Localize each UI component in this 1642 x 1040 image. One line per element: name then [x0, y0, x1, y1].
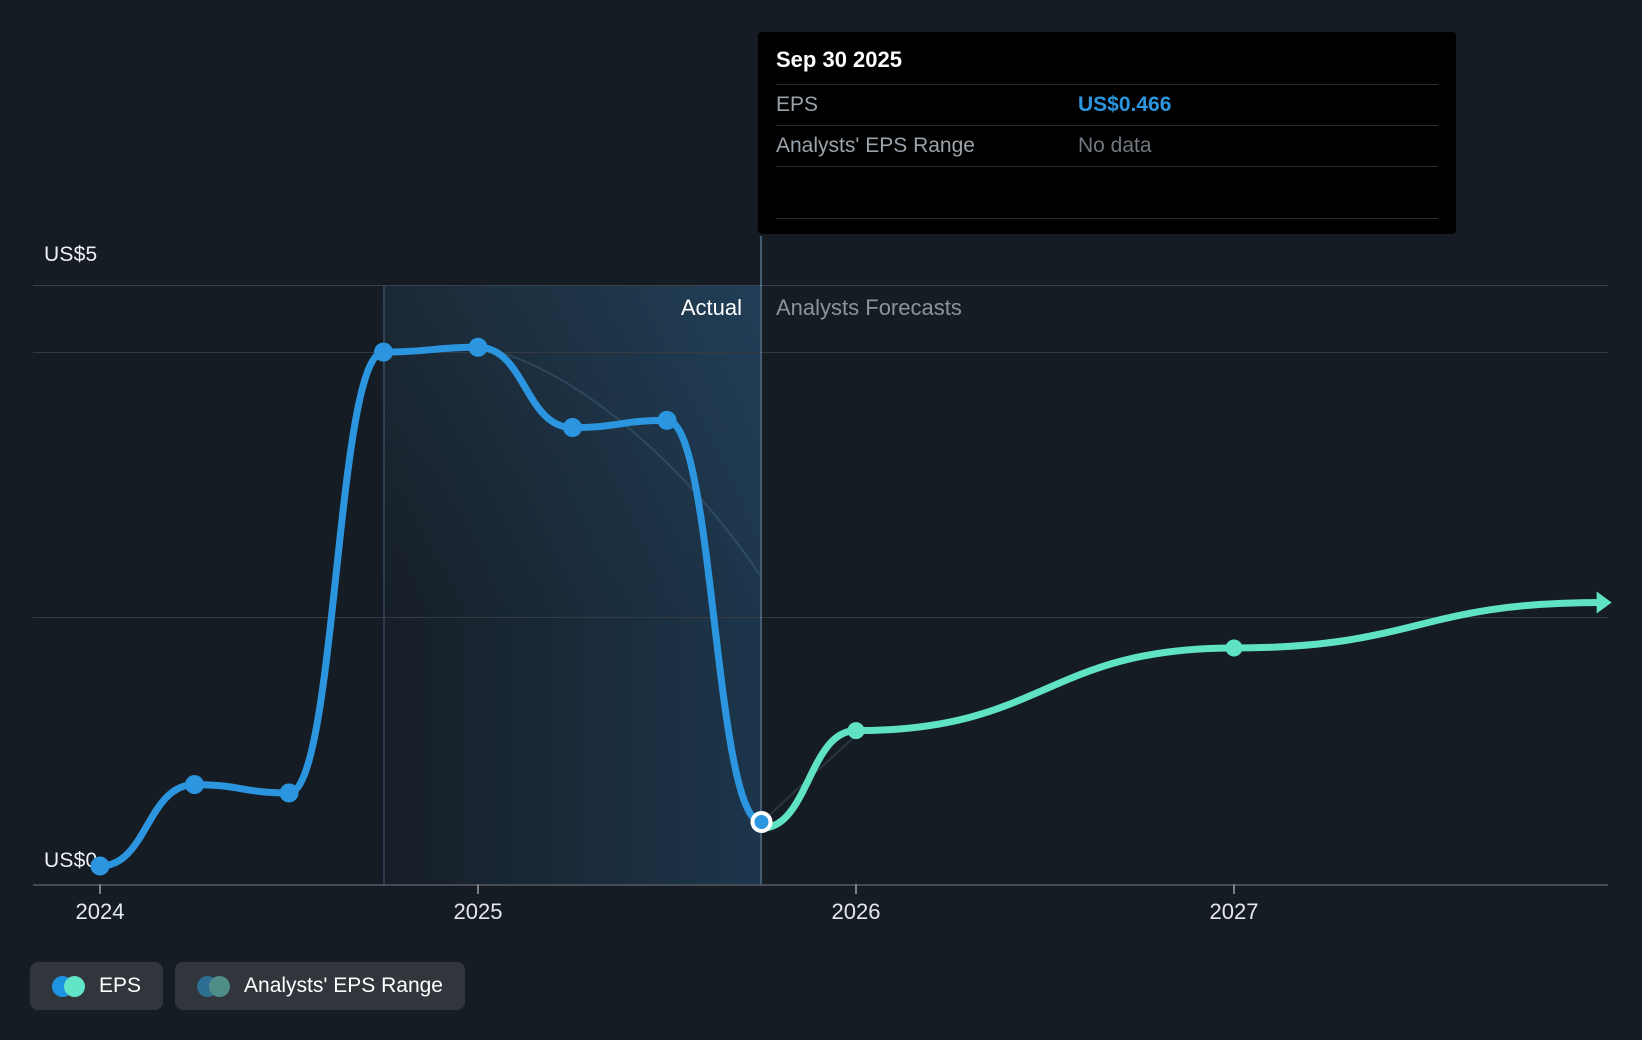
- x-axis-label-2024: 2024: [75, 899, 125, 924]
- data-point-forecast-1[interactable]: [847, 722, 865, 740]
- today-divider-line: [760, 236, 762, 884]
- eps-actual-line[interactable]: [96, 343, 765, 870]
- x-tick-2024: [99, 884, 101, 894]
- x-tick-2025: [477, 884, 479, 894]
- analysts-range-legend-icon: [197, 975, 231, 997]
- tooltip: Sep 30 2025 EPS US$0.466 Analysts' EPS R…: [758, 32, 1456, 234]
- gridline-middle: [33, 617, 1608, 618]
- tooltip-bottom-rule: [776, 218, 1438, 219]
- eps-forecast-line[interactable]: [758, 598, 1605, 832]
- data-point-actual-2[interactable]: [279, 783, 299, 803]
- actual-period-highlight-band: [383, 286, 760, 884]
- eps-legend-icon: [52, 975, 85, 997]
- data-point-actual-1[interactable]: [185, 775, 204, 795]
- forecast-arrow-icon: [1596, 591, 1612, 614]
- current-data-point[interactable]: [750, 811, 773, 833]
- tooltip-eps-label: EPS: [776, 93, 819, 116]
- range-high-swatch: [209, 975, 231, 997]
- tooltip-range-value: No data: [1078, 134, 1152, 157]
- tooltip-eps-value: US$0.466: [1078, 93, 1172, 116]
- legend-analysts-range-label: Analysts' EPS Range: [244, 974, 443, 997]
- y-axis-label-bottom: US$0: [44, 849, 98, 872]
- eps-forecast-swatch: [64, 975, 85, 997]
- x-tick-2026: [855, 884, 857, 894]
- legend-chip-eps[interactable]: EPS: [30, 962, 164, 1010]
- x-axis-label-2025: 2025: [453, 899, 503, 924]
- gridline-top: [33, 285, 1608, 286]
- x-tick-2027: [1233, 884, 1235, 894]
- data-point-actual-3[interactable]: [374, 342, 393, 362]
- data-point-actual-6[interactable]: [657, 410, 677, 430]
- x-axis-label-2027: 2027: [1209, 899, 1259, 924]
- data-point-forecast-2[interactable]: [1225, 639, 1243, 657]
- x-axis-baseline: [33, 884, 1608, 886]
- gridline-upper: [33, 352, 1608, 353]
- legend-chip-analysts-range[interactable]: Analysts' EPS Range: [175, 962, 465, 1010]
- tooltip-row-range: Analysts' EPS Range No data: [776, 126, 1438, 167]
- legend-eps-label: EPS: [99, 974, 142, 997]
- tooltip-range-label: Analysts' EPS Range: [776, 134, 975, 157]
- y-axis-label-top: US$5: [44, 243, 98, 266]
- data-point-actual-5[interactable]: [563, 418, 582, 438]
- faint-reference-curve: [477, 346, 761, 576]
- tooltip-row-eps: EPS US$0.466: [776, 85, 1438, 126]
- actual-section-label: Actual: [680, 295, 742, 320]
- forecast-section-label: Analysts Forecasts: [776, 295, 962, 320]
- data-point-actual-4[interactable]: [468, 337, 488, 357]
- legend: EPS Analysts' EPS Range: [30, 962, 465, 1010]
- tooltip-date: Sep 30 2025: [776, 32, 1438, 85]
- x-axis-label-2026: 2026: [831, 899, 881, 924]
- data-point-actual-0[interactable]: [90, 856, 110, 876]
